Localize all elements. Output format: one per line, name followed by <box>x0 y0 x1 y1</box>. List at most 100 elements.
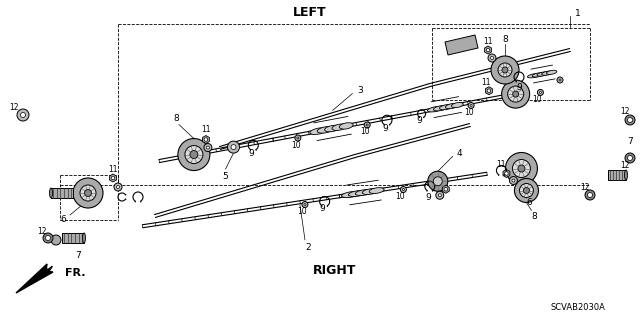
Circle shape <box>506 152 538 184</box>
Polygon shape <box>109 174 116 182</box>
Circle shape <box>51 235 61 245</box>
Circle shape <box>73 178 103 208</box>
Polygon shape <box>445 35 478 55</box>
Text: 9: 9 <box>425 193 431 202</box>
Circle shape <box>515 179 538 203</box>
Ellipse shape <box>527 73 541 78</box>
Polygon shape <box>62 233 84 243</box>
Circle shape <box>204 138 208 141</box>
Text: 8: 8 <box>532 212 538 221</box>
Circle shape <box>502 80 530 108</box>
Text: 10: 10 <box>532 95 542 104</box>
Text: 12: 12 <box>620 108 630 116</box>
Ellipse shape <box>541 71 553 75</box>
Circle shape <box>206 146 209 149</box>
Circle shape <box>84 189 92 197</box>
Text: 1: 1 <box>575 10 581 19</box>
Circle shape <box>585 190 595 200</box>
Text: 6: 6 <box>527 198 532 207</box>
Circle shape <box>45 235 51 241</box>
Circle shape <box>190 151 198 159</box>
Circle shape <box>627 117 632 122</box>
Circle shape <box>487 89 491 93</box>
Circle shape <box>625 153 635 163</box>
Polygon shape <box>484 46 492 54</box>
Circle shape <box>509 176 518 184</box>
Circle shape <box>364 122 370 128</box>
Text: 9: 9 <box>320 204 326 213</box>
Text: 3: 3 <box>358 86 364 95</box>
Circle shape <box>508 86 524 102</box>
Circle shape <box>204 144 212 152</box>
Polygon shape <box>51 188 73 198</box>
Polygon shape <box>608 170 626 180</box>
Circle shape <box>470 104 472 107</box>
Circle shape <box>559 79 561 81</box>
Ellipse shape <box>451 102 463 108</box>
Ellipse shape <box>342 191 361 197</box>
Text: 9: 9 <box>417 116 422 125</box>
Text: 11: 11 <box>483 38 493 47</box>
Circle shape <box>540 92 541 93</box>
Circle shape <box>625 115 635 125</box>
Circle shape <box>302 202 308 207</box>
Polygon shape <box>503 169 510 177</box>
Text: 9: 9 <box>382 124 388 133</box>
Circle shape <box>114 183 122 191</box>
Circle shape <box>295 135 301 141</box>
Text: 6: 6 <box>60 214 66 224</box>
Text: RIGHT: RIGHT <box>314 263 356 277</box>
Circle shape <box>520 183 534 197</box>
Ellipse shape <box>532 73 545 77</box>
Circle shape <box>468 102 474 108</box>
Circle shape <box>557 77 563 83</box>
Ellipse shape <box>537 72 549 76</box>
Circle shape <box>498 63 512 77</box>
Circle shape <box>20 113 26 117</box>
Text: 10: 10 <box>360 128 370 137</box>
Circle shape <box>588 192 593 197</box>
Text: 4: 4 <box>457 149 463 158</box>
Ellipse shape <box>83 233 86 243</box>
Circle shape <box>111 176 115 180</box>
Circle shape <box>490 56 493 60</box>
Ellipse shape <box>339 123 353 129</box>
Text: 11: 11 <box>201 125 211 134</box>
Ellipse shape <box>369 188 384 194</box>
Circle shape <box>438 194 442 197</box>
Circle shape <box>524 188 529 194</box>
Circle shape <box>401 187 406 192</box>
Polygon shape <box>202 136 209 144</box>
Text: 10: 10 <box>291 140 301 150</box>
Circle shape <box>304 204 306 205</box>
Circle shape <box>366 124 368 126</box>
Circle shape <box>513 160 531 177</box>
Circle shape <box>512 179 515 182</box>
Circle shape <box>538 89 543 95</box>
Polygon shape <box>485 87 492 95</box>
Circle shape <box>80 185 96 201</box>
Text: 11: 11 <box>497 160 506 169</box>
Ellipse shape <box>49 188 52 198</box>
Text: 9: 9 <box>516 84 522 93</box>
Ellipse shape <box>355 189 372 196</box>
Circle shape <box>17 109 29 121</box>
Text: 11: 11 <box>481 78 491 87</box>
Ellipse shape <box>547 70 557 74</box>
Circle shape <box>433 177 442 186</box>
Circle shape <box>185 145 203 164</box>
Text: 10: 10 <box>464 108 474 117</box>
Text: SCVAB2030A: SCVAB2030A <box>550 303 605 313</box>
Circle shape <box>297 137 299 139</box>
Text: 2: 2 <box>305 243 311 253</box>
Text: 12: 12 <box>9 103 19 113</box>
Ellipse shape <box>332 124 347 130</box>
Circle shape <box>518 165 525 172</box>
Ellipse shape <box>348 190 367 197</box>
Text: 8: 8 <box>173 114 179 123</box>
Circle shape <box>116 186 120 189</box>
Circle shape <box>43 233 53 243</box>
Text: LEFT: LEFT <box>293 5 327 19</box>
Circle shape <box>627 155 632 160</box>
Text: 12: 12 <box>620 160 630 169</box>
